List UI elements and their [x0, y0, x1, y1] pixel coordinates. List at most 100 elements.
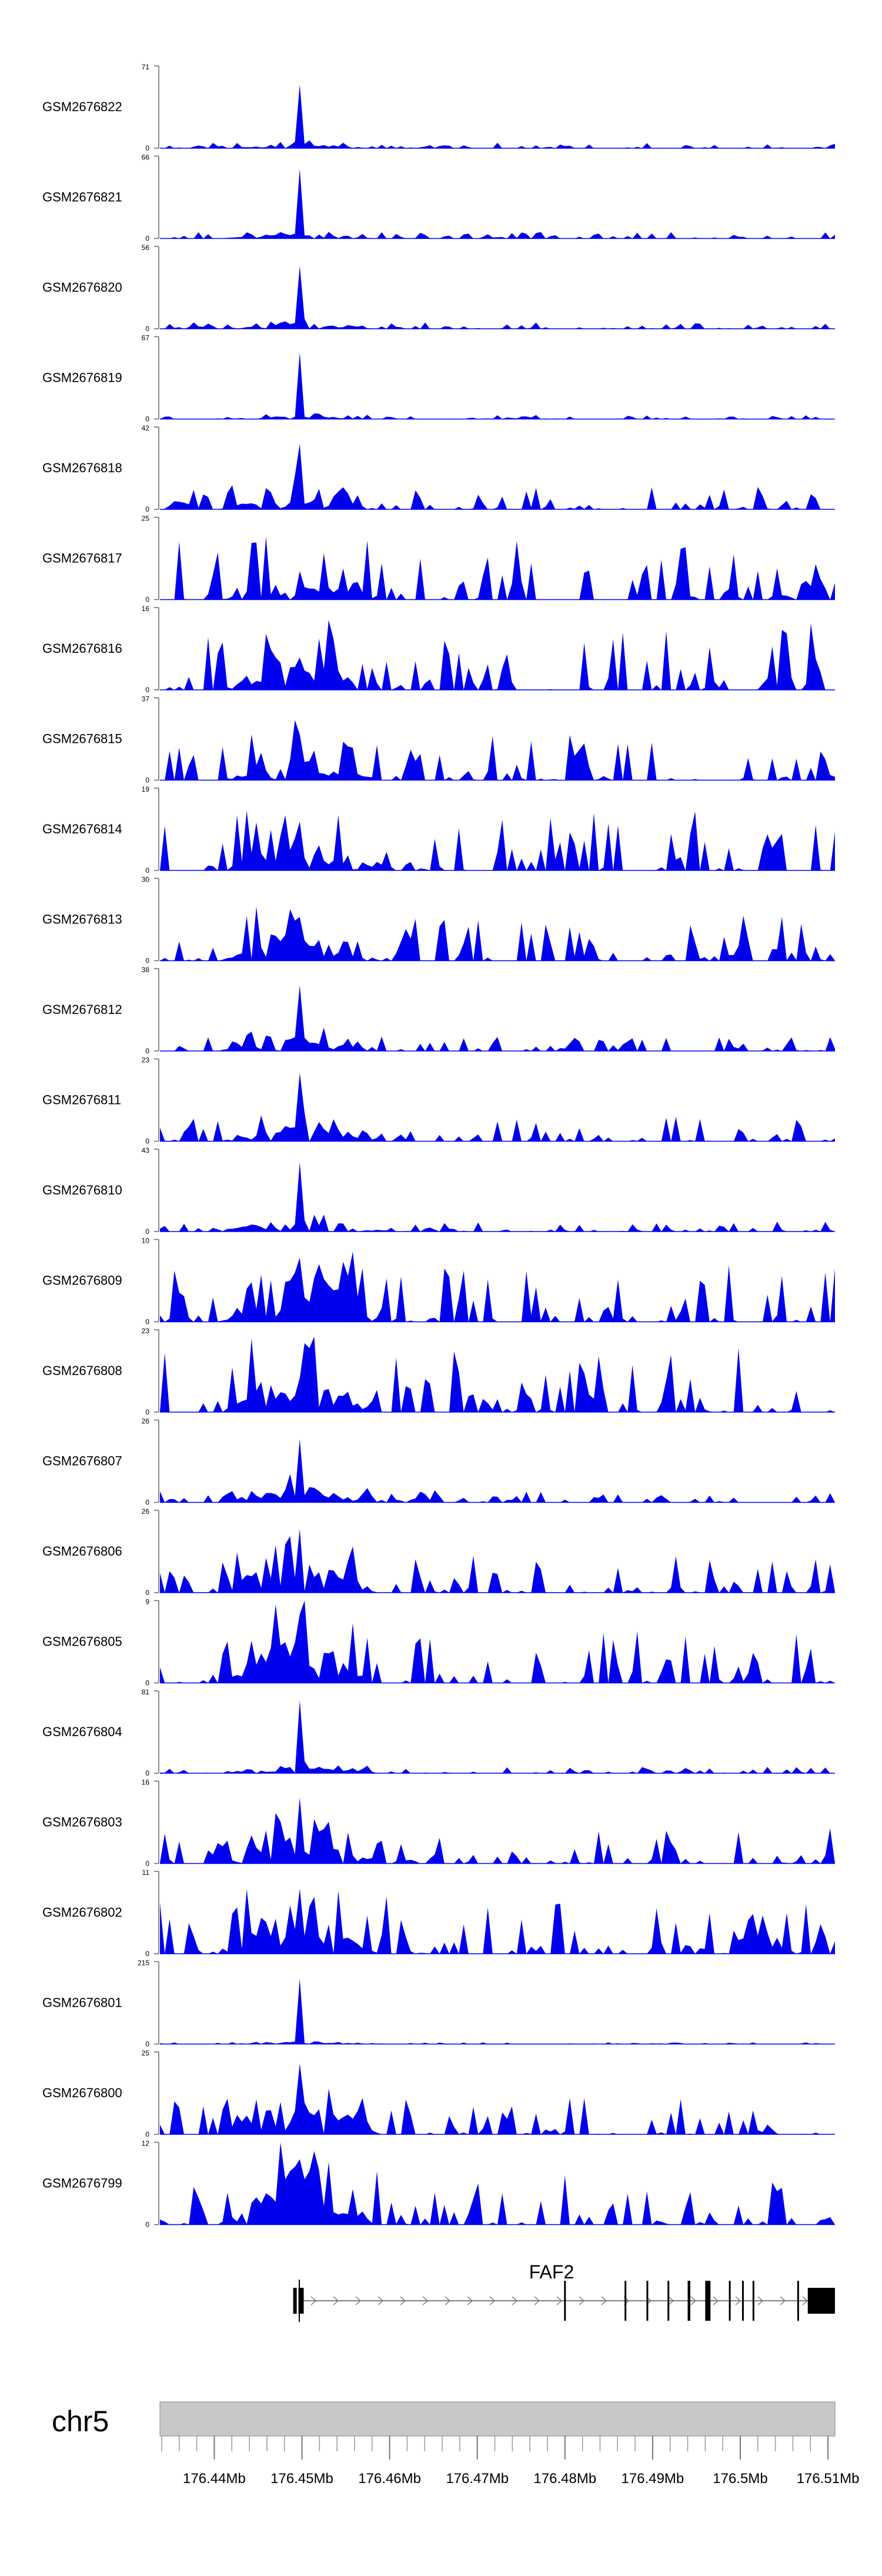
- y-tick-label-zero: 0: [145, 2130, 149, 2138]
- coverage-area: [160, 1336, 835, 1412]
- y-tick-label-zero: 0: [145, 866, 149, 875]
- genome-axis-track: chr5 176.44Mb 176.45Mb 176.46Mb 176.47Mb 176.…: [52, 2401, 860, 2487]
- y-tick-label-max: 66: [142, 154, 150, 162]
- x-tick-label: 176.44Mb: [183, 2471, 246, 2487]
- track-GSM2676818: GSM2676818 42 0: [42, 424, 835, 513]
- coverage-area: [160, 720, 835, 780]
- gene-exon: [752, 2281, 754, 2321]
- coverage-area: [160, 1797, 835, 1864]
- track-label: GSM2676820: [42, 280, 122, 295]
- y-tick-label-zero: 0: [145, 1408, 149, 1416]
- strand-chevron: [802, 2296, 808, 2305]
- track-GSM2676800: GSM2676800 25 0: [42, 2049, 835, 2138]
- y-tick-label-zero: 0: [145, 776, 149, 785]
- strand-chevron: [668, 2296, 674, 2305]
- track-GSM2676801: GSM2676801 215 0: [42, 1959, 835, 2048]
- x-tick-label: 176.45Mb: [270, 2471, 333, 2487]
- coverage-tracks: GSM2676822710GSM2676821660GSM2676820560G…: [42, 63, 835, 2229]
- coverage-area: [160, 2063, 835, 2134]
- gene-exon: [298, 2288, 304, 2314]
- gene-exon: [807, 2288, 835, 2314]
- y-tick-label-max: 37: [142, 695, 150, 703]
- coverage-area: [160, 985, 835, 1051]
- track-GSM2676814: GSM2676814 19 0: [42, 785, 835, 875]
- strand-chevron: [489, 2296, 496, 2305]
- y-tick-label-max: 19: [142, 785, 150, 793]
- y-tick-label-max: 23: [142, 1327, 150, 1335]
- track-label: GSM2676809: [42, 1273, 122, 1288]
- y-tick-label-zero: 0: [145, 1318, 149, 1326]
- coverage-area: [160, 1439, 835, 1503]
- x-tick-label: 176.49Mb: [622, 2471, 684, 2487]
- strand-chevron: [355, 2296, 362, 2305]
- coverage-area: [160, 1700, 835, 1773]
- track-label: GSM2676819: [42, 371, 122, 385]
- coverage-area: [160, 2142, 835, 2225]
- coverage-area: [160, 810, 835, 870]
- track-label: GSM2676816: [42, 641, 122, 656]
- y-tick-label-max: 23: [142, 1056, 150, 1065]
- gene-exon: [624, 2281, 627, 2321]
- y-tick-label-max: 11: [142, 1868, 150, 1877]
- y-tick-label-zero: 0: [145, 957, 149, 965]
- y-tick-label-zero: 0: [145, 1679, 149, 1687]
- coverage-area: [160, 1073, 835, 1142]
- y-tick-label-max: 71: [142, 63, 150, 71]
- coverage-area: [160, 536, 835, 600]
- track-label: GSM2676804: [42, 1724, 122, 1739]
- gene-exon: [705, 2281, 711, 2321]
- y-tick-label-zero: 0: [145, 1499, 149, 1507]
- chromosome-bar: [159, 2401, 836, 2437]
- strand-chevron: [445, 2296, 451, 2305]
- gene-exon: [667, 2281, 670, 2321]
- strand-chevron: [377, 2296, 384, 2305]
- track-label: GSM2676808: [42, 1363, 122, 1378]
- track-GSM2676809: GSM2676809 10 0: [42, 1237, 835, 1326]
- track-GSM2676822: GSM2676822 71 0: [42, 63, 835, 152]
- y-tick-label-zero: 0: [145, 415, 149, 423]
- x-tick-label: 176.46Mb: [358, 2471, 421, 2487]
- strand-chevron: [310, 2296, 317, 2305]
- track-label: GSM2676810: [42, 1183, 122, 1197]
- track-GSM2676799: GSM2676799 12 0: [42, 2140, 835, 2229]
- strand-chevron: [780, 2296, 786, 2305]
- y-tick-label-max: 215: [138, 1959, 149, 1967]
- y-tick-label-max: 12: [142, 2140, 150, 2148]
- coverage-area: [160, 352, 835, 419]
- coverage-area: [160, 620, 835, 690]
- y-tick-label-zero: 0: [145, 2040, 149, 2048]
- y-tick-label-zero: 0: [145, 1950, 149, 1958]
- y-tick-label-max: 16: [142, 605, 150, 613]
- strand-chevron: [467, 2296, 473, 2305]
- track-label: GSM2676807: [42, 1454, 122, 1469]
- coverage-area: [160, 906, 835, 961]
- strand-chevron: [757, 2296, 764, 2305]
- coverage-area: [160, 1162, 835, 1232]
- coverage-area: [160, 1888, 835, 1954]
- y-tick-label-max: 38: [142, 966, 150, 974]
- coverage-area: [160, 266, 835, 329]
- track-GSM2676804: GSM2676804 81 0: [42, 1688, 835, 1777]
- track-GSM2676808: GSM2676808 23 0: [42, 1327, 835, 1416]
- track-GSM2676816: GSM2676816 16 0: [42, 605, 835, 694]
- track-label: GSM2676802: [42, 1905, 122, 1920]
- strand-chevron: [422, 2296, 429, 2305]
- coverage-area: [160, 1600, 835, 1683]
- track-GSM2676820: GSM2676820 56 0: [42, 243, 835, 333]
- track-label: GSM2676818: [42, 461, 122, 475]
- y-tick-label-max: 56: [142, 243, 150, 252]
- track-label: GSM2676800: [42, 2086, 122, 2100]
- track-GSM2676812: GSM2676812 38 0: [42, 966, 835, 1055]
- coverage-area: [160, 443, 835, 509]
- y-tick-label-zero: 0: [145, 505, 149, 513]
- gene-annotation-track: FAF2: [293, 2261, 835, 2322]
- strand-chevron: [713, 2296, 719, 2305]
- chromosome-label: chr5: [52, 2405, 109, 2438]
- strand-chevron: [735, 2296, 741, 2305]
- track-GSM2676805: GSM2676805 9 0: [42, 1598, 835, 1687]
- y-tick-label-zero: 0: [145, 1047, 149, 1055]
- y-tick-label-zero: 0: [145, 1137, 149, 1146]
- gene-name: FAF2: [529, 2261, 574, 2283]
- gene-exon: [646, 2281, 649, 2321]
- x-tick-label: 176.51Mb: [797, 2471, 860, 2487]
